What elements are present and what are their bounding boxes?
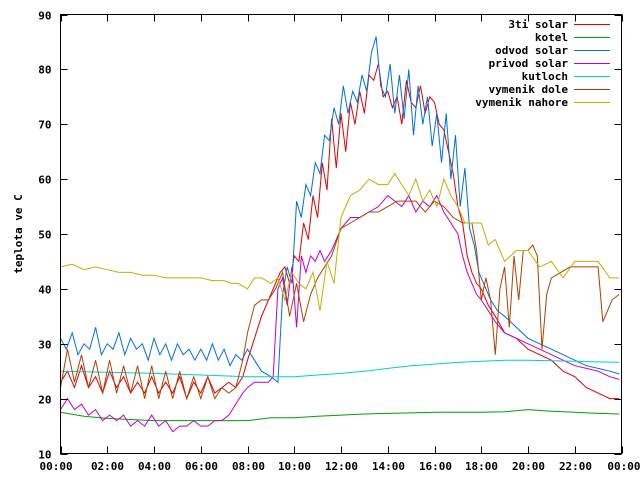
y-tick-label: 10 xyxy=(38,449,51,462)
legend-label: privod solar xyxy=(489,57,569,70)
y-tick-label: 70 xyxy=(38,119,51,132)
series-line-kutloch xyxy=(60,359,620,378)
legend-label: kutloch xyxy=(522,70,568,83)
series-line-kotel xyxy=(60,409,620,422)
x-tick-label: 16:00 xyxy=(419,460,452,473)
x-tick-label: 00:00 xyxy=(607,460,640,473)
series-line-3ti-solar xyxy=(60,63,620,401)
y-tick-label: 30 xyxy=(38,339,51,352)
series-line-odvod-solar xyxy=(60,36,620,384)
y-tick-label: 60 xyxy=(38,174,51,187)
legend-label: vymenik dole xyxy=(489,83,569,96)
x-tick-label: 00:00 xyxy=(40,460,73,473)
x-tick-label: 02:00 xyxy=(91,460,124,473)
y-axis-label: teplota ve C xyxy=(12,194,25,273)
y-tick-label: 80 xyxy=(38,64,51,77)
y-tick-label: 90 xyxy=(38,10,51,23)
x-tick-label: 12:00 xyxy=(325,460,358,473)
x-tick-label: 10:00 xyxy=(278,460,311,473)
series-line-privod-solar xyxy=(60,194,620,433)
y-tick-label: 40 xyxy=(38,284,51,297)
legend-label: 3ti solar xyxy=(508,18,568,31)
x-tick-label: 08:00 xyxy=(232,460,265,473)
y-tick-label: 50 xyxy=(38,229,51,242)
y-tick-label: 20 xyxy=(38,394,51,407)
legend-label: odvod solar xyxy=(495,44,568,57)
legend-label: kotel xyxy=(535,31,568,44)
tick-layer: 10 20 30 40 50 60 70 80 90 00:00 02:00 04:00 06:00 08… xyxy=(38,10,640,474)
x-tick-label: 20:00 xyxy=(512,460,545,473)
x-tick-label: 14:00 xyxy=(372,460,405,473)
x-tick-label: 22:00 xyxy=(559,460,592,473)
series-layer xyxy=(60,36,620,433)
series-line-vymenik-nahore xyxy=(60,172,620,311)
x-tick-label: 04:00 xyxy=(138,460,171,473)
x-tick-label: 06:00 xyxy=(185,460,218,473)
legend-label: vymenik nahore xyxy=(475,96,568,109)
series-line-vymenik-dole xyxy=(60,200,620,401)
x-tick-label: 18:00 xyxy=(465,460,498,473)
